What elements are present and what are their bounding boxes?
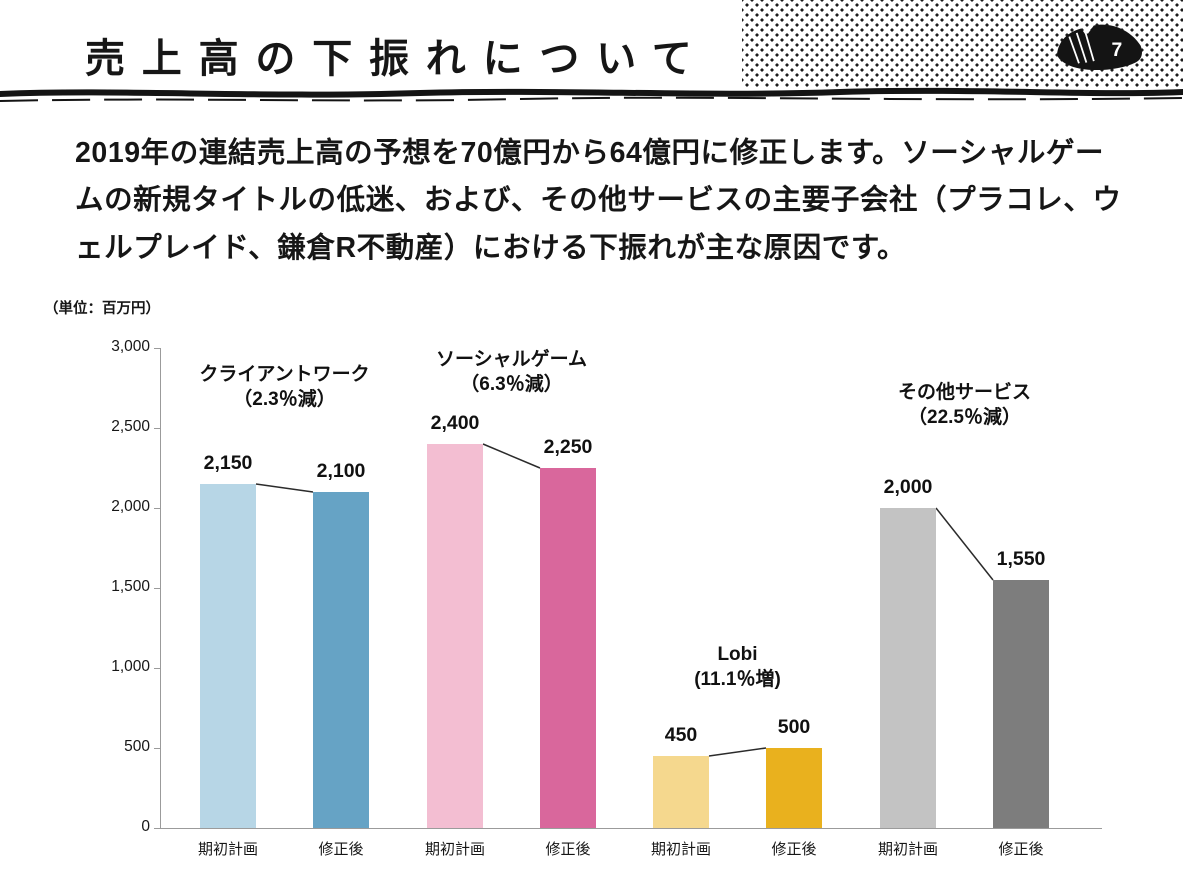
group-annotation-クライアントワーク: クライアントワーク （2.3％減） <box>199 364 370 411</box>
bar-ソーシャルゲーム-修正後 <box>540 468 596 828</box>
kayac-logo: 7 <box>1053 16 1145 78</box>
bar-クライアントワーク-期初計画 <box>200 484 256 828</box>
body-paragraph: 2019年の連結売上高の予想を70億円から64億円に修正します。ソーシャルゲーム… <box>75 137 1122 264</box>
y-tick-label: 0 <box>141 818 150 835</box>
bar-value-label: 2,250 <box>543 436 593 458</box>
bar-Lobi-修正後 <box>766 748 822 828</box>
bar-value-label: 2,000 <box>883 476 933 498</box>
x-tick-label: 期初計画 <box>650 841 711 858</box>
y-tick <box>154 508 160 509</box>
y-tick <box>154 668 160 669</box>
y-axis <box>160 348 161 828</box>
title-underline-brush <box>0 87 1183 102</box>
group-annotation-その他サービス: その他サービス （22.5％減） <box>897 382 1031 429</box>
y-tick <box>154 748 160 749</box>
y-tick-label: 3,000 <box>111 338 150 355</box>
x-tick-label: 期初計画 <box>424 841 485 858</box>
x-tick-label: 修正後 <box>318 841 364 858</box>
group-annotation-Lobi: Lobi (11.1％増) <box>694 644 781 691</box>
y-tick <box>154 428 160 429</box>
bar-その他サービス-期初計画 <box>880 508 936 828</box>
logo-shape <box>1057 24 1143 71</box>
y-tick-label: 1,500 <box>111 578 150 595</box>
x-tick-label: 修正後 <box>771 841 817 858</box>
page-title: 売上高の下振れについて <box>85 37 709 81</box>
page-number: 7 <box>1111 40 1122 61</box>
y-tick <box>154 348 160 349</box>
bar-value-label: 1,550 <box>996 548 1046 570</box>
bar-value-label: 450 <box>664 724 698 746</box>
y-tick-label: 500 <box>124 738 150 755</box>
bar-value-label: 2,150 <box>203 452 253 474</box>
y-tick-label: 2,500 <box>111 418 150 435</box>
bar-value-label: 2,400 <box>430 412 480 434</box>
bar-value-label: 500 <box>777 716 811 738</box>
bar-ソーシャルゲーム-期初計画 <box>427 444 483 828</box>
chart-unit-label: （単位：百万円） <box>44 301 160 317</box>
x-tick-label: 期初計画 <box>197 841 258 858</box>
y-tick <box>154 828 160 829</box>
bar-Lobi-期初計画 <box>653 756 709 828</box>
y-tick-label: 1,000 <box>111 658 150 675</box>
x-axis <box>160 828 1102 829</box>
y-tick-label: 2,000 <box>111 498 150 515</box>
bar-その他サービス-修正後 <box>993 580 1049 828</box>
bar-value-label: 2,100 <box>316 460 366 482</box>
x-tick-label: 修正後 <box>545 841 591 858</box>
y-tick <box>154 588 160 589</box>
bar-クライアントワーク-修正後 <box>313 492 369 828</box>
x-tick-label: 期初計画 <box>877 841 938 858</box>
x-tick-label: 修正後 <box>998 841 1044 858</box>
group-annotation-ソーシャルゲーム: ソーシャルゲーム （6.3％減） <box>435 349 588 396</box>
